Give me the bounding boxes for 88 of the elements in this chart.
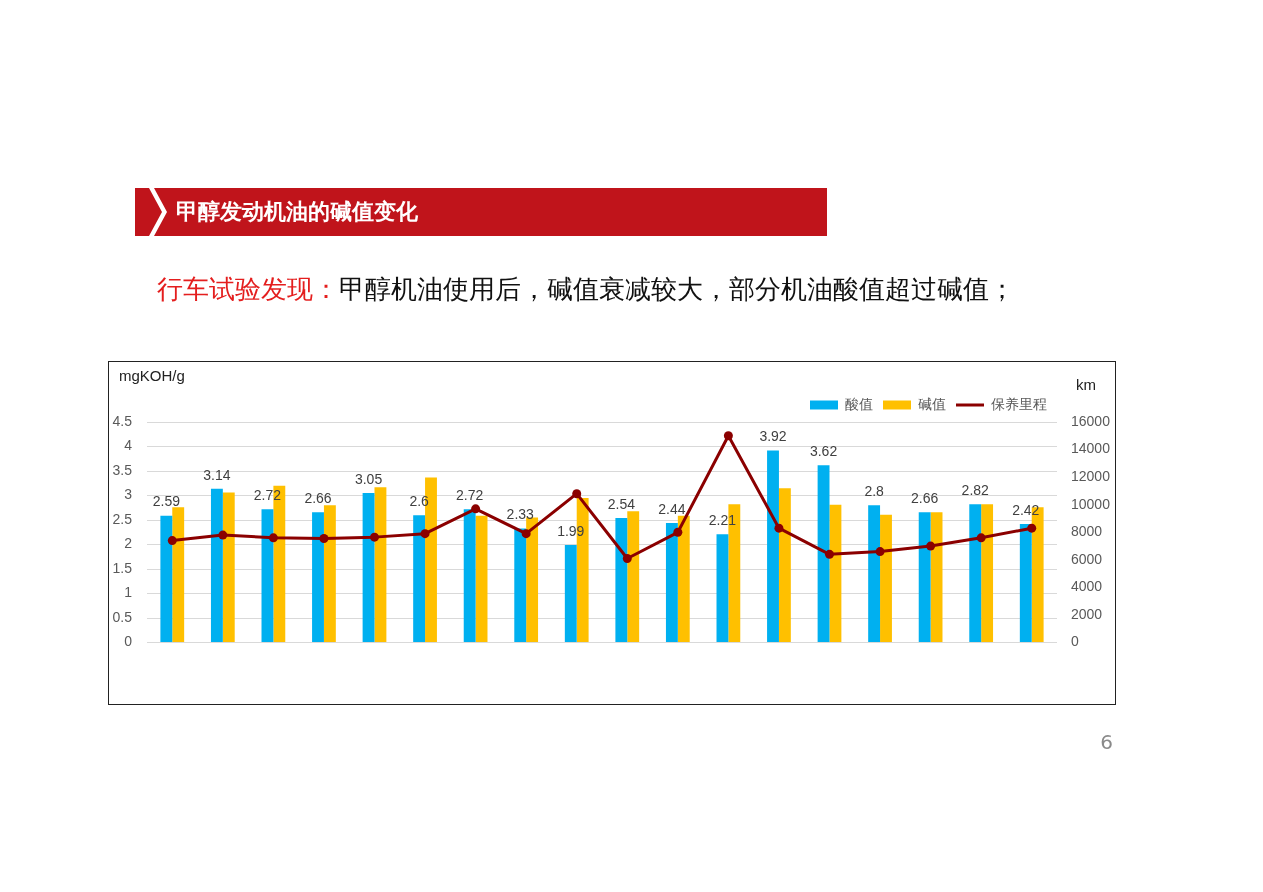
chart-subtitle: 行车试验发现：甲醇机油使用后，碱值衰减较大，部分机油酸值超过碱值； — [157, 274, 1015, 304]
point — [370, 532, 379, 542]
bar — [615, 518, 628, 643]
bar — [969, 504, 982, 643]
legend-label: 碱值 — [918, 395, 946, 412]
bar — [323, 505, 336, 643]
y2-axis-title: km — [1076, 375, 1096, 393]
point — [420, 529, 430, 539]
bar — [817, 465, 830, 643]
data-label: 3.92 — [759, 428, 787, 445]
y2-tick-label: 8000 — [1071, 523, 1103, 540]
y2-tick-label: 2000 — [1071, 605, 1103, 622]
bar — [767, 450, 779, 643]
bar — [374, 487, 387, 643]
bar — [222, 492, 235, 643]
bar — [463, 509, 476, 643]
y-tick-label: 2 — [124, 535, 133, 552]
point — [167, 536, 177, 546]
y-axis-title: mgKOH/g — [119, 366, 185, 384]
y-tick-label: 2.5 — [112, 510, 133, 527]
y2-tick-label: 10000 — [1071, 495, 1111, 512]
bar — [716, 534, 729, 643]
bar — [868, 505, 881, 643]
point — [319, 534, 329, 543]
data-label: 2.44 — [658, 500, 686, 517]
data-label: 2.72 — [456, 487, 484, 504]
y2-tick-label: 6000 — [1071, 550, 1103, 567]
data-label: 3.05 — [354, 470, 383, 487]
bar — [677, 515, 690, 643]
bar — [665, 522, 678, 643]
bar — [981, 504, 994, 643]
point — [572, 489, 582, 499]
point — [268, 533, 278, 543]
legend-label: 保养里程 — [991, 395, 1047, 412]
point — [875, 547, 885, 557]
data-label: 2.54 — [607, 495, 636, 512]
data-label: 2.33 — [506, 506, 535, 523]
y-tick-label: 3 — [124, 486, 133, 503]
bar — [261, 509, 274, 643]
y-tick-label: 0.5 — [112, 608, 133, 625]
y-tick-label: 3.5 — [112, 461, 133, 478]
bar — [475, 515, 488, 643]
bar — [172, 507, 185, 643]
bar — [918, 512, 931, 643]
bar — [627, 511, 640, 643]
point — [622, 554, 632, 563]
data-label: 2.59 — [152, 493, 181, 510]
point — [218, 530, 228, 540]
y-tick-label: 4.5 — [112, 412, 133, 429]
data-label: 3.62 — [809, 443, 838, 459]
y2-tick-label: 12000 — [1071, 468, 1111, 485]
point — [1027, 523, 1037, 533]
bar — [564, 545, 577, 643]
bar — [312, 512, 324, 643]
text: 6 — [1100, 730, 1113, 754]
y2-tick-label: 4000 — [1071, 578, 1103, 595]
bar — [160, 515, 173, 643]
bar — [1019, 523, 1032, 643]
legend-label: 酸值 — [845, 395, 873, 412]
point — [825, 549, 834, 559]
chart-title: 甲醇发动机油的碱值变化 — [176, 198, 418, 226]
data-label: 2.66 — [911, 490, 939, 507]
y2-tick-label: 16000 — [1071, 412, 1111, 429]
y-tick-label: 0 — [124, 633, 133, 650]
data-label: 2.66 — [304, 490, 332, 507]
bar — [930, 512, 943, 643]
point — [774, 523, 784, 533]
bar — [778, 488, 791, 643]
y-tick-label: 1.5 — [112, 559, 133, 576]
data-label: 3.14 — [203, 466, 231, 483]
y-tick-label: 4 — [124, 437, 133, 454]
bar — [880, 514, 892, 643]
bar — [413, 515, 426, 643]
point — [926, 541, 936, 551]
point — [673, 527, 683, 537]
point — [723, 431, 733, 441]
y2-tick-label: 14000 — [1071, 440, 1111, 457]
y2-tick-label: 0 — [1071, 633, 1079, 650]
bar — [362, 493, 375, 643]
data-label: 2.8 — [864, 483, 885, 500]
y-tick-label: 1 — [124, 584, 133, 601]
bar — [526, 517, 539, 643]
data-label: 2.82 — [961, 482, 990, 499]
bar — [514, 528, 527, 643]
bar — [210, 488, 223, 643]
point — [471, 504, 481, 514]
point — [976, 533, 986, 543]
point — [521, 529, 531, 539]
